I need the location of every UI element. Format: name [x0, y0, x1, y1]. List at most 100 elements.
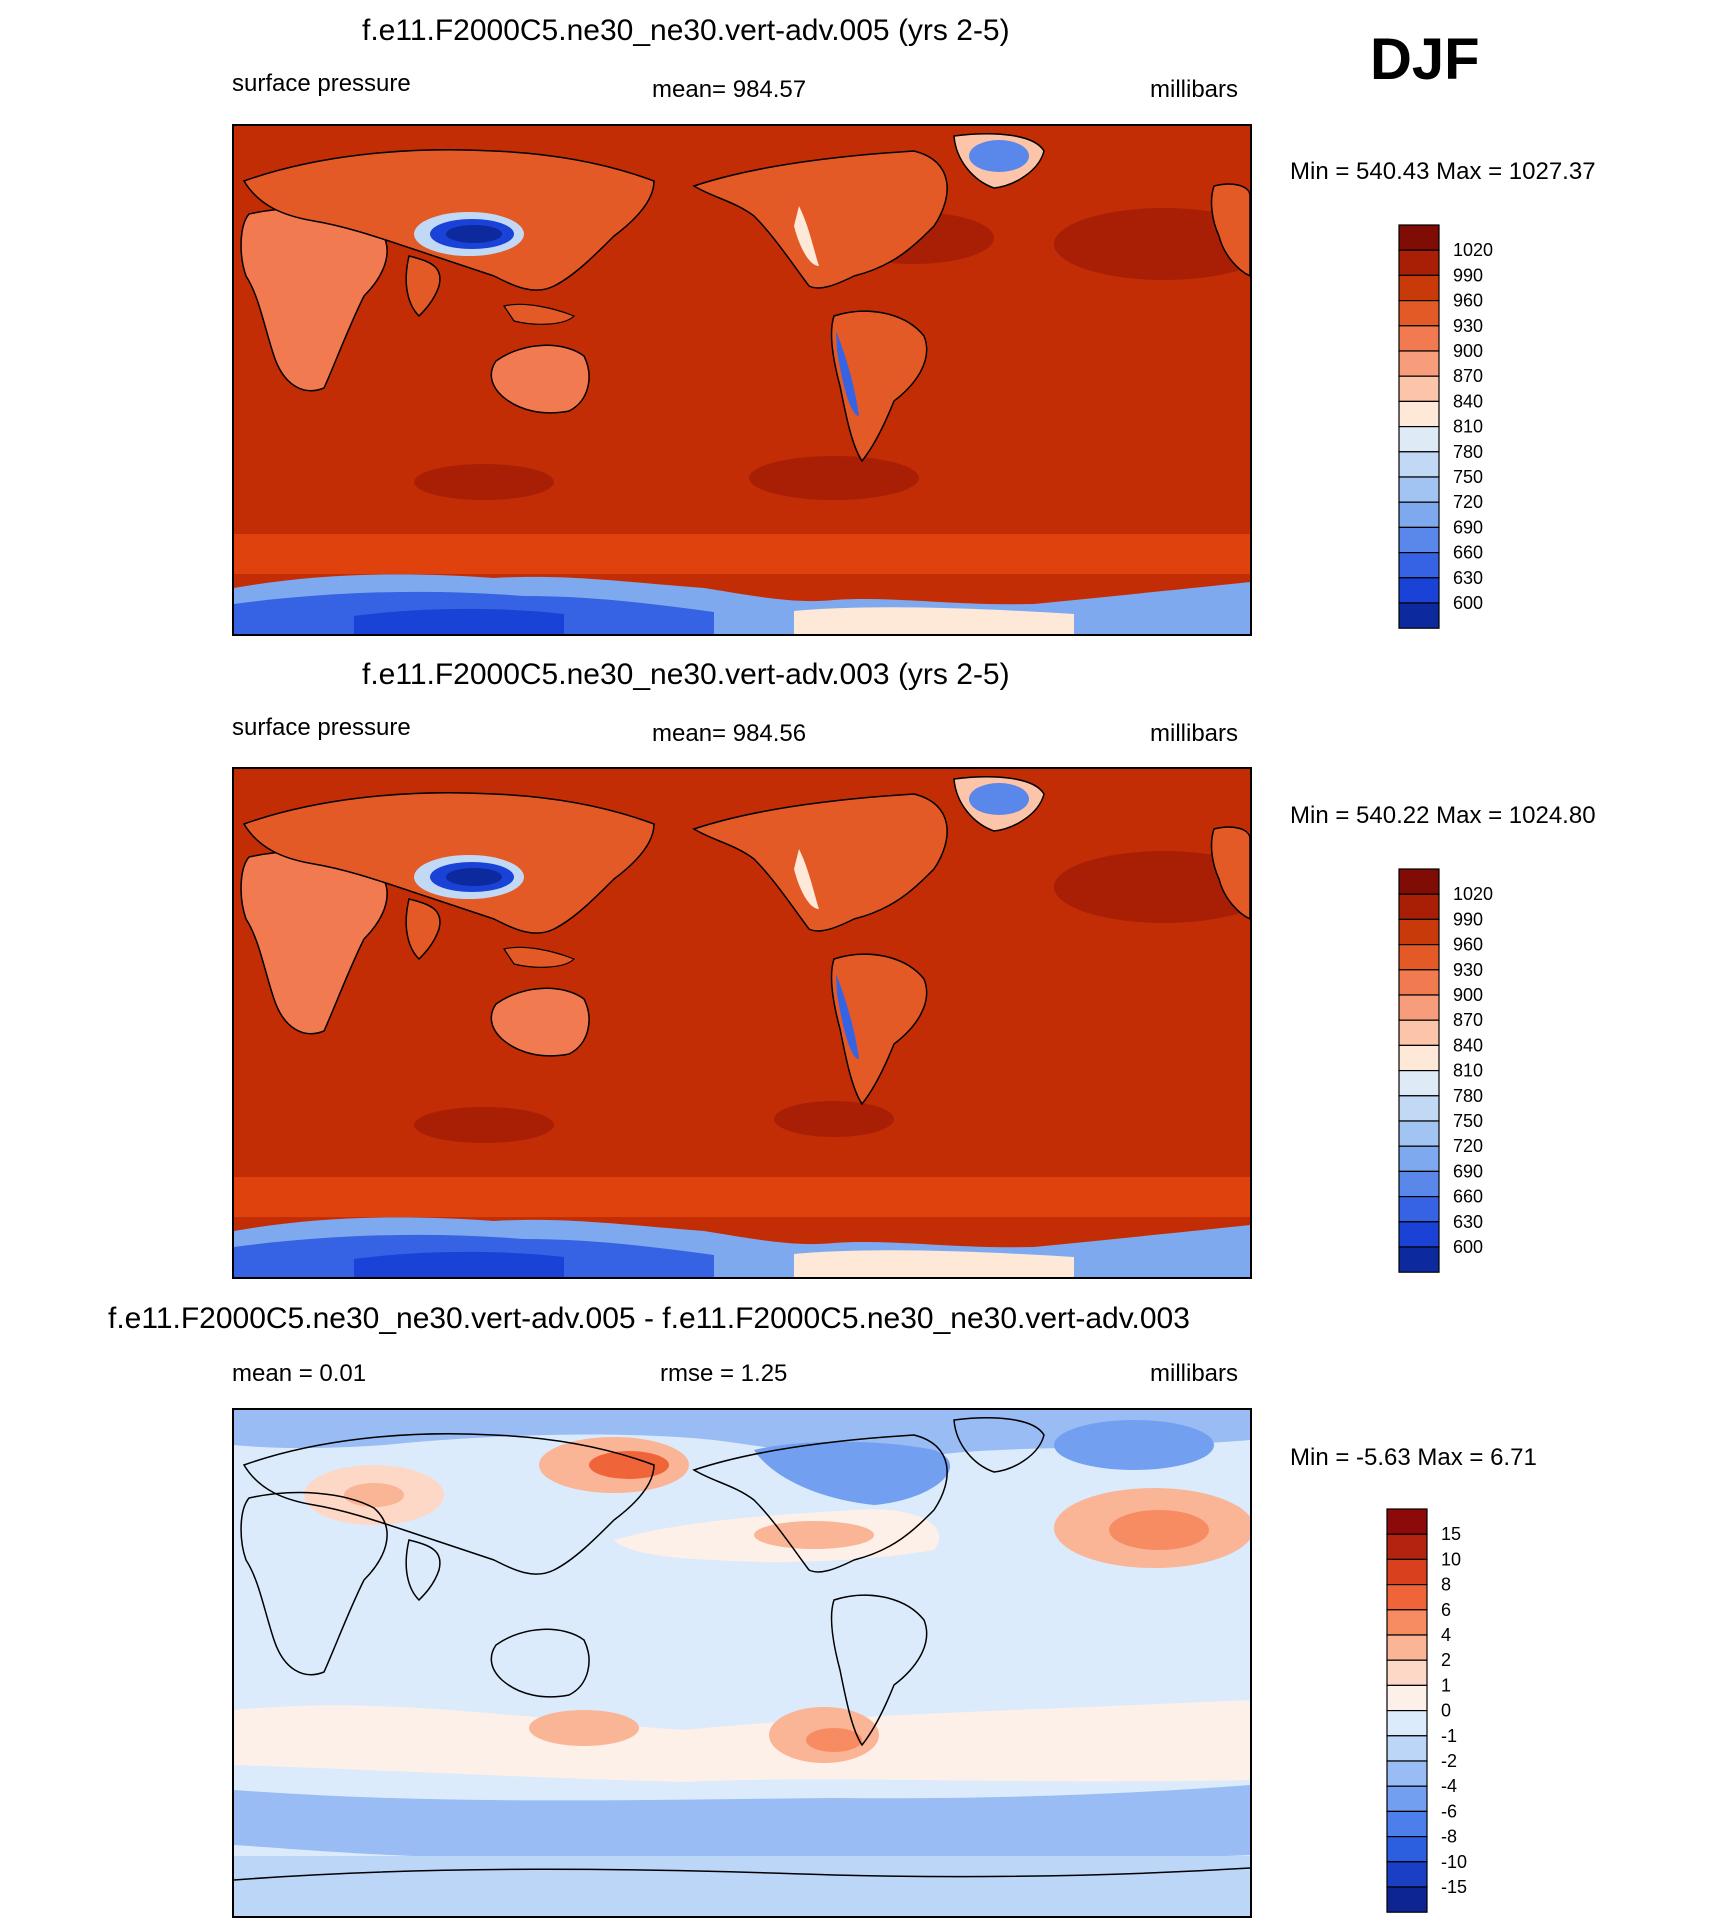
maritime-continent — [503, 303, 576, 325]
antarctic-diff — [234, 1856, 1250, 1916]
colorbar-swatch — [1398, 918, 1440, 946]
colorbar-swatch — [1386, 1836, 1428, 1863]
panel-3-colorbar: 15 10 8 6 4 2 1 0 -1 -2 -4 -6 -8 -10 -15 — [1386, 1508, 1536, 1913]
colorbar-swatch — [1398, 1196, 1440, 1223]
colorbar-label: 690 — [1453, 517, 1483, 537]
colorbar-label: 960 — [1453, 935, 1483, 955]
colorbar-label: 930 — [1453, 960, 1483, 980]
tibet-core — [446, 225, 502, 243]
colorbar-label: 660 — [1453, 1187, 1483, 1207]
antarctica-ross-light — [794, 1250, 1074, 1277]
greenland-outline — [953, 1417, 1045, 1473]
panel-2-map — [232, 767, 1252, 1279]
colorbar-swatch — [1398, 451, 1440, 478]
colorbar-swatch — [1398, 476, 1440, 503]
colorbar-label: 990 — [1453, 265, 1483, 285]
africa-outline — [240, 1491, 388, 1676]
colorbar-label: 720 — [1453, 492, 1483, 512]
europe-positive-core — [344, 1483, 404, 1507]
southern-ocean-band — [234, 1177, 1250, 1217]
colorbar-label: 0 — [1441, 1701, 1451, 1721]
colorbar-label: 990 — [1453, 909, 1483, 929]
south-america — [830, 953, 928, 1106]
colorbar-swatch — [1398, 1120, 1440, 1147]
maritime-continent — [503, 946, 576, 968]
panel-1-minmax: Min = 540.43 Max = 1027.37 — [1290, 158, 1596, 185]
antarctica-core — [354, 1251, 564, 1277]
colorbar-label: 720 — [1453, 1136, 1483, 1156]
colorbar-swatch — [1386, 1886, 1428, 1913]
colorbar-swatch — [1386, 1710, 1428, 1737]
panel-1-map — [232, 124, 1252, 636]
panel-2-colorbar-svg: 1020 990 960 930 900 870 840 810 780 750 720 690 660… — [1398, 868, 1493, 1273]
colorbar-swatch — [1386, 1609, 1428, 1636]
panel-1-colorbar: 1020 990 960 930 900 870 840 810 780 750 720 690 660… — [1398, 224, 1548, 629]
colorbar-label: 900 — [1453, 985, 1483, 1005]
colorbar-label: 810 — [1453, 1061, 1483, 1081]
panel-3-rmse: rmse = 1.25 — [660, 1360, 788, 1387]
colorbar-label: 690 — [1453, 1161, 1483, 1181]
panel-3-minmax: Min = -5.63 Max = 6.71 — [1290, 1444, 1537, 1471]
colorbar-label: 1 — [1441, 1675, 1451, 1695]
rockies — [794, 206, 819, 266]
north-pacific-positive-core — [754, 1521, 874, 1549]
colorbar-swatch — [1398, 994, 1440, 1021]
colorbar-swatch — [1386, 1634, 1428, 1661]
panel-1-units: millibars — [1150, 76, 1239, 103]
rockies — [794, 849, 819, 909]
australia-outline — [490, 1628, 590, 1698]
panel-3-map — [232, 1408, 1252, 1918]
colorbar-swatch — [1398, 299, 1440, 327]
panel-2-units: millibars — [1150, 720, 1239, 747]
colorbar-swatch — [1398, 1070, 1440, 1097]
colorbar-swatch — [1386, 1760, 1428, 1787]
colorbar-label: 780 — [1453, 1086, 1483, 1106]
australia — [490, 987, 590, 1057]
colorbar-swatch — [1398, 1170, 1440, 1198]
south-america — [830, 310, 928, 463]
indian-high-south — [414, 1107, 554, 1143]
colorbar-swatch — [1398, 249, 1440, 277]
colorbar-swatch — [1398, 1019, 1440, 1046]
colorbar-label: -8 — [1441, 1827, 1457, 1847]
greenland-negative — [1054, 1420, 1214, 1470]
colorbar-label: 870 — [1453, 366, 1483, 386]
panel-3-mean: mean = 0.01 — [232, 1360, 367, 1387]
colorbar-label: 6 — [1441, 1600, 1451, 1620]
colorbar-label: 4 — [1441, 1625, 1451, 1645]
greenland-ice — [969, 140, 1029, 172]
eurasia-outline — [242, 1433, 655, 1575]
panel-2-variable: surface pressure — [232, 714, 411, 741]
panel-1-colorbar-svg: 1020 990 960 930 900 870 840 810 780 750 720 690 660… — [1398, 224, 1493, 629]
colorbar-label: -10 — [1441, 1852, 1467, 1872]
colorbar-label: -15 — [1441, 1877, 1467, 1897]
southern-negative-band — [234, 1785, 1250, 1862]
pacific-high-south — [749, 456, 919, 500]
colorbar-label: 660 — [1453, 543, 1483, 563]
colorbar-swatch — [1398, 1246, 1440, 1273]
colorbar-swatch — [1386, 1583, 1428, 1611]
colorbar-swatch — [1398, 552, 1440, 579]
colorbar-swatch — [1398, 602, 1440, 629]
north-america-negative — [754, 1441, 951, 1505]
colorbar-label: 840 — [1453, 1035, 1483, 1055]
colorbar-label: 15 — [1441, 1524, 1461, 1544]
colorbar-swatch — [1398, 1044, 1440, 1072]
colorbar-label: 750 — [1453, 467, 1483, 487]
panel-1-mean: mean= 984.57 — [652, 76, 807, 103]
colorbar-swatch — [1398, 893, 1440, 921]
colorbar-swatch — [1386, 1810, 1428, 1838]
colorbar-label: 840 — [1453, 391, 1483, 411]
colorbar-label: 8 — [1441, 1575, 1451, 1595]
colorbar-label: 810 — [1453, 417, 1483, 437]
panel-2-colorbar: 1020 990 960 930 900 870 840 810 780 750 720 690 660… — [1398, 868, 1548, 1273]
colorbar-label: 10 — [1441, 1549, 1461, 1569]
colorbar-label: 630 — [1453, 568, 1483, 588]
colorbar-label: 630 — [1453, 1212, 1483, 1232]
southern-ocean-band — [234, 534, 1250, 574]
panel-3-units: millibars — [1150, 1360, 1239, 1387]
panel-2-title: f.e11.F2000C5.ne30_ne30.vert-adv.003 (yr… — [362, 658, 1010, 691]
colorbar-label: 930 — [1453, 316, 1483, 336]
colorbar-swatch — [1398, 400, 1440, 428]
north-america — [692, 793, 948, 932]
